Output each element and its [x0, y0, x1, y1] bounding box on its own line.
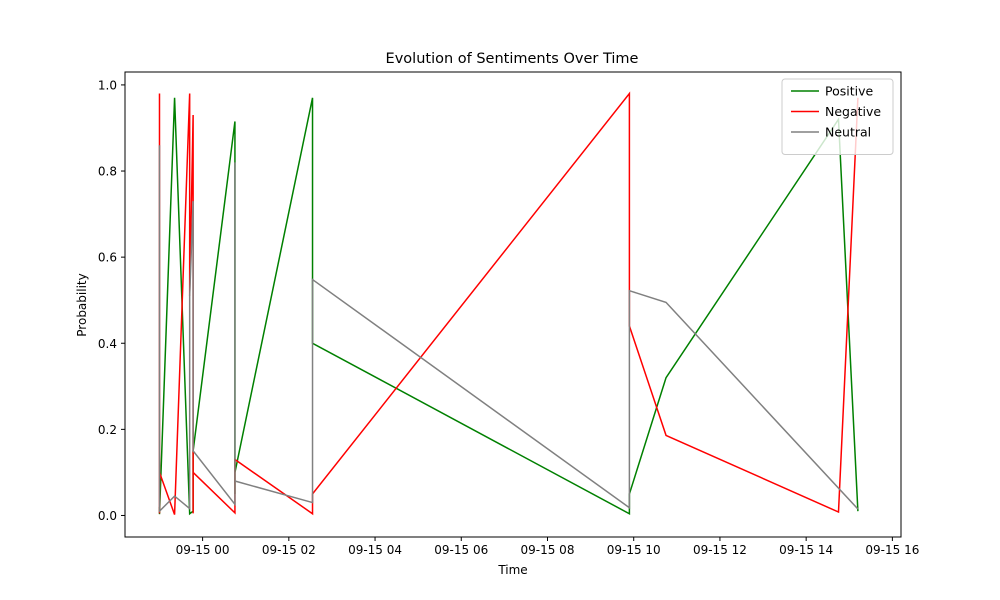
x-tick-label: 09-15 04 — [348, 543, 402, 557]
chart-title: Evolution of Sentiments Over Time — [386, 51, 639, 67]
legend-label-negative: Negative — [825, 104, 881, 119]
x-tick-label: 09-15 16 — [865, 543, 919, 557]
x-tick-label: 09-15 14 — [779, 543, 833, 557]
x-tick-label: 09-15 00 — [176, 543, 230, 557]
x-tick-label: 09-15 08 — [521, 543, 575, 557]
y-tick-label: 0.0 — [98, 509, 117, 523]
legend-label-positive: Positive — [825, 84, 873, 99]
x-tick-label: 09-15 06 — [434, 543, 488, 557]
x-axis-label: Time — [497, 563, 527, 577]
legend-label-neutral: Neutral — [825, 125, 871, 140]
y-tick-label: 0.6 — [98, 251, 117, 265]
series-lines — [158, 91, 859, 516]
x-tick-label: 09-15 02 — [262, 543, 316, 557]
y-tick-label: 0.8 — [98, 165, 117, 179]
y-tick-label: 1.0 — [98, 78, 117, 92]
y-tick-label: 0.4 — [98, 337, 117, 351]
x-tick-label: 09-15 12 — [693, 543, 747, 557]
y-axis-label: Probability — [75, 273, 89, 336]
plot-border — [124, 71, 902, 538]
legend-box — [781, 78, 894, 155]
plot-area — [125, 72, 901, 537]
x-tick-label: 09-15 10 — [607, 543, 661, 557]
series-line-neutral — [158, 145, 859, 513]
x-axis: 09-15 00 09-15 02 09-15 04 09-15 06 09-15 08… — [176, 537, 919, 557]
legend: Positive Negative Neutral — [781, 78, 894, 155]
y-tick-label: 0.2 — [98, 423, 117, 437]
y-axis: 0.0 0.2 0.4 0.6 0.8 1.0 — [98, 78, 125, 523]
